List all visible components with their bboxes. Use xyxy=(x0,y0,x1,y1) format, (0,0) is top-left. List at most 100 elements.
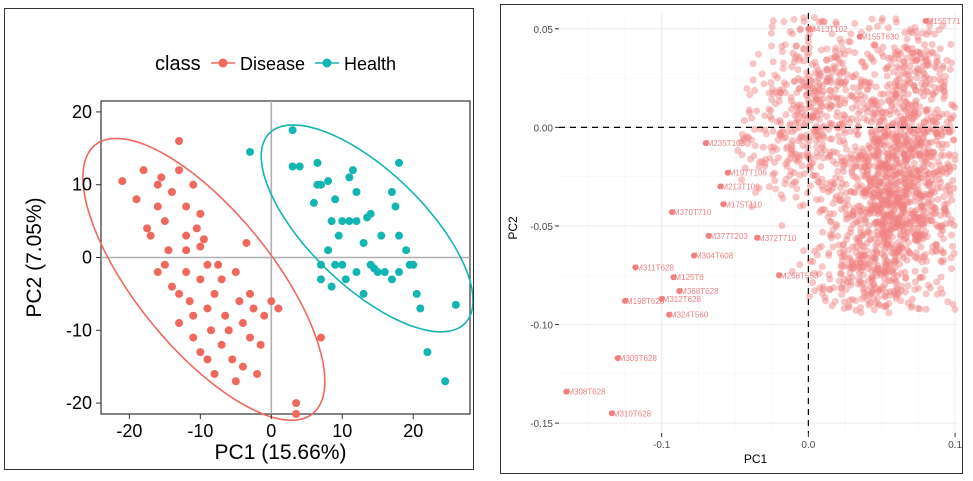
point-label: M304T608 xyxy=(695,252,734,261)
cloud-point xyxy=(887,249,895,257)
cloud-point xyxy=(811,69,819,77)
cloud-point xyxy=(815,74,823,82)
cloud-point xyxy=(833,108,841,116)
cloud-point xyxy=(842,180,850,188)
cloud-point xyxy=(870,209,878,217)
cloud-point xyxy=(861,173,869,181)
cloud-point xyxy=(833,149,841,157)
cloud-point xyxy=(836,249,844,257)
cloud-point xyxy=(866,175,874,183)
cloud-point xyxy=(870,189,878,197)
cloud-point xyxy=(932,119,940,127)
cloud-point xyxy=(889,190,897,198)
cloud-point xyxy=(767,143,775,151)
cloud-point xyxy=(771,169,779,177)
cloud-point xyxy=(897,269,905,277)
cloud-point xyxy=(923,87,931,95)
cloud-point xyxy=(879,221,887,229)
cloud-point xyxy=(878,203,886,211)
cloud-point xyxy=(818,289,826,297)
point-label: M312T628 xyxy=(663,295,702,304)
cloud-point xyxy=(949,112,957,120)
cloud-point xyxy=(886,107,894,115)
x-axis-title: PC1 xyxy=(744,452,768,466)
cloud-point xyxy=(826,275,834,283)
cloud-point xyxy=(824,153,832,161)
cloud-point xyxy=(861,78,869,86)
data-point-disease xyxy=(199,235,208,244)
cloud-point xyxy=(900,227,908,235)
data-point-disease xyxy=(189,180,198,189)
cloud-point xyxy=(781,41,789,49)
cloud-point xyxy=(855,264,863,272)
cloud-point xyxy=(876,220,884,228)
cloud-point xyxy=(792,119,800,127)
cloud-point xyxy=(907,182,915,190)
cloud-point xyxy=(916,199,924,207)
cloud-point xyxy=(840,111,848,119)
cloud-point xyxy=(795,53,803,61)
cloud-point xyxy=(755,184,763,192)
cloud-point xyxy=(817,72,825,80)
point-label: M413T102 xyxy=(809,25,848,34)
data-point-disease xyxy=(242,238,251,247)
cloud-point xyxy=(833,94,841,102)
cloud-point xyxy=(886,260,894,268)
cloud-point xyxy=(824,95,832,103)
cloud-point xyxy=(916,232,924,240)
cloud-point xyxy=(863,108,871,116)
cloud-point xyxy=(911,208,919,216)
cloud-point xyxy=(775,97,783,105)
cloud-point xyxy=(906,25,914,33)
cloud-point xyxy=(867,182,875,190)
cloud-point xyxy=(903,136,911,144)
cloud-point xyxy=(910,109,918,117)
cloud-point xyxy=(907,179,915,187)
cloud-point xyxy=(826,86,834,94)
cloud-point xyxy=(891,190,899,198)
cloud-point xyxy=(906,145,914,153)
cloud-point xyxy=(924,153,932,161)
cloud-point xyxy=(808,112,816,120)
cloud-point xyxy=(816,284,824,292)
cloud-point xyxy=(871,255,879,263)
cloud-point xyxy=(912,254,920,262)
cloud-point xyxy=(908,295,916,303)
cloud-point xyxy=(800,112,808,120)
cloud-point xyxy=(799,133,807,141)
cloud-point xyxy=(870,138,878,146)
cloud-point xyxy=(943,118,951,126)
data-point-disease xyxy=(157,173,166,182)
cloud-point xyxy=(916,274,924,282)
cloud-point xyxy=(932,247,940,255)
cloud-point xyxy=(950,184,958,192)
data-point-health xyxy=(441,377,450,386)
cloud-point xyxy=(833,112,841,120)
cloud-point xyxy=(896,212,904,220)
cloud-point xyxy=(946,188,954,196)
cloud-point xyxy=(894,178,902,186)
cloud-point xyxy=(904,166,912,174)
cloud-point xyxy=(917,54,925,62)
cloud-point xyxy=(878,160,886,168)
cloud-point xyxy=(804,189,812,197)
cloud-point xyxy=(868,272,876,280)
cloud-point xyxy=(867,205,875,213)
cloud-point xyxy=(903,156,911,164)
data-point-health xyxy=(327,217,336,226)
cloud-point xyxy=(861,164,869,172)
data-point-health xyxy=(316,260,325,269)
cloud-point xyxy=(893,63,901,71)
data-point-disease xyxy=(214,260,223,269)
cloud-point xyxy=(944,210,952,218)
cloud-point xyxy=(900,171,908,179)
cloud-point xyxy=(911,236,919,244)
cloud-point xyxy=(940,235,948,243)
cloud-point xyxy=(900,131,908,139)
cloud-point xyxy=(950,249,958,257)
cloud-point xyxy=(902,191,910,199)
cloud-point xyxy=(763,130,771,138)
labeled-point xyxy=(676,288,683,295)
cloud-point xyxy=(855,156,863,164)
cloud-point xyxy=(842,86,850,94)
